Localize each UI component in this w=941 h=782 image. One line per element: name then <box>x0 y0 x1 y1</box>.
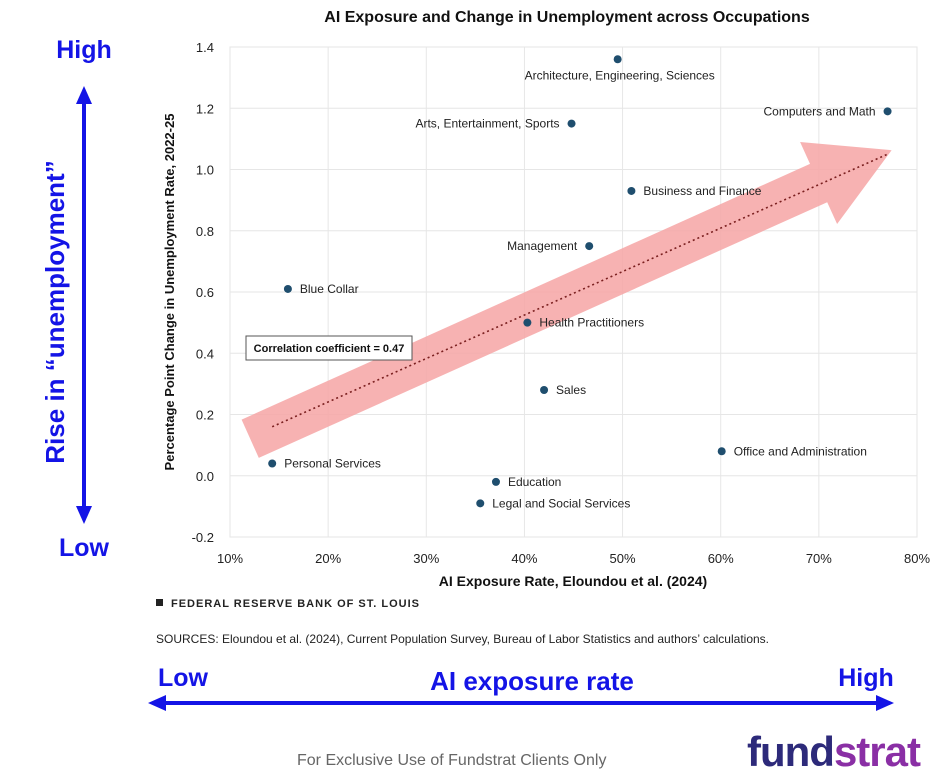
correlation-annotation: Correlation coefficient = 0.47 <box>245 335 413 361</box>
data-point <box>883 107 892 116</box>
x-tick-labels: 10% 20% 30% 40% 50% 60% 70% 80% <box>217 551 930 566</box>
y-tick-label: 1.4 <box>196 40 214 55</box>
y-tick-label: 0.6 <box>196 285 214 300</box>
data-point-label: Blue Collar <box>300 282 359 296</box>
data-point-label: Health Practitioners <box>539 316 644 330</box>
x-tick-label: 80% <box>904 551 930 566</box>
x-tick-label: 70% <box>806 551 832 566</box>
y-overlay-low: Low <box>59 534 110 562</box>
x-tick-label: 30% <box>413 551 439 566</box>
y-axis-label: Percentage Point Change in Unemployment … <box>162 114 177 471</box>
data-point-label: Sales <box>556 383 586 397</box>
data-point <box>268 459 277 468</box>
data-point-label: Architecture, Engineering, Sciences <box>525 68 715 82</box>
data-point-label: Computers and Math <box>763 104 875 118</box>
data-point <box>627 186 636 195</box>
data-point-label: Personal Services <box>284 457 381 471</box>
x-tick-label: 20% <box>315 551 341 566</box>
chart-title: AI Exposure and Change in Unemployment a… <box>324 9 810 26</box>
data-point-label: Management <box>507 239 578 253</box>
data-point-label: Office and Administration <box>734 444 867 458</box>
trendline <box>271 153 888 428</box>
data-point-label: Business and Finance <box>643 184 761 198</box>
brand-part2: strat <box>833 728 921 775</box>
y-tick-label: 0.0 <box>196 469 214 484</box>
data-point <box>283 284 292 293</box>
fed-label-text: FEDERAL RESERVE BANK OF ST. LOUIS <box>171 598 420 610</box>
data-point <box>567 119 576 128</box>
x-overlay-axis: Low High AI exposure rate <box>148 664 894 711</box>
y-overlay-high: High <box>56 36 112 64</box>
data-point <box>491 477 500 486</box>
x-axis-label: AI Exposure Rate, Eloundou et al. (2024) <box>439 573 707 589</box>
x-tick-label: 40% <box>511 551 537 566</box>
x-overlay-title: AI exposure rate <box>430 666 634 696</box>
y-tick-labels: -0.2 0.0 0.2 0.4 0.6 0.8 1.0 1.2 1.4 <box>192 40 214 545</box>
square-icon <box>156 599 163 606</box>
data-point <box>523 318 532 327</box>
data-point <box>540 386 549 394</box>
footer-note: For Exclusive Use of Fundstrat Clients O… <box>297 752 607 769</box>
y-tick-label: 0.4 <box>196 346 214 361</box>
x-overlay-high: High <box>838 664 894 692</box>
x-tick-label: 10% <box>217 551 243 566</box>
data-point-label: Legal and Social Services <box>492 496 630 510</box>
data-point <box>585 242 594 251</box>
y-tick-label: 1.0 <box>196 163 214 178</box>
data-point <box>717 447 726 456</box>
y-overlay-title: Rise in “unemployment” <box>40 160 70 463</box>
x-overlay-arrowhead-right <box>876 695 894 711</box>
x-tick-label: 60% <box>708 551 734 566</box>
y-tick-label: 0.8 <box>196 224 214 239</box>
sources-note: SOURCES: Eloundou et al. (2024), Current… <box>156 632 769 646</box>
x-overlay-arrowhead-left <box>148 695 166 711</box>
y-tick-label: 0.2 <box>196 408 214 423</box>
x-tick-label: 50% <box>610 551 636 566</box>
data-point <box>613 55 622 64</box>
y-overlay-axis: High Low Rise in “unemployment” <box>40 36 112 562</box>
y-tick-label: 1.2 <box>196 101 214 116</box>
point-labels: Architecture, Engineering, Sciences Compu… <box>284 68 875 510</box>
trendline-line <box>271 153 888 428</box>
fundstrat-logo: fundstrat <box>747 728 921 776</box>
correlation-text: Correlation coefficient = 0.47 <box>254 343 405 355</box>
fed-source-label: FEDERAL RESERVE BANK OF ST. LOUIS <box>156 598 420 610</box>
trend-arrow <box>241 142 892 458</box>
data-points <box>268 55 892 508</box>
trend-arrow-shape <box>241 142 892 458</box>
y-overlay-arrowhead-up <box>76 86 92 104</box>
data-point <box>476 499 485 508</box>
x-overlay-low: Low <box>158 664 209 692</box>
y-overlay-arrowhead-down <box>76 506 92 524</box>
brand-part1: fund <box>747 728 835 775</box>
data-point-label: Education <box>508 475 561 489</box>
data-point-label: Arts, Entertainment, Sports <box>415 117 559 131</box>
y-tick-label: -0.2 <box>192 530 214 545</box>
